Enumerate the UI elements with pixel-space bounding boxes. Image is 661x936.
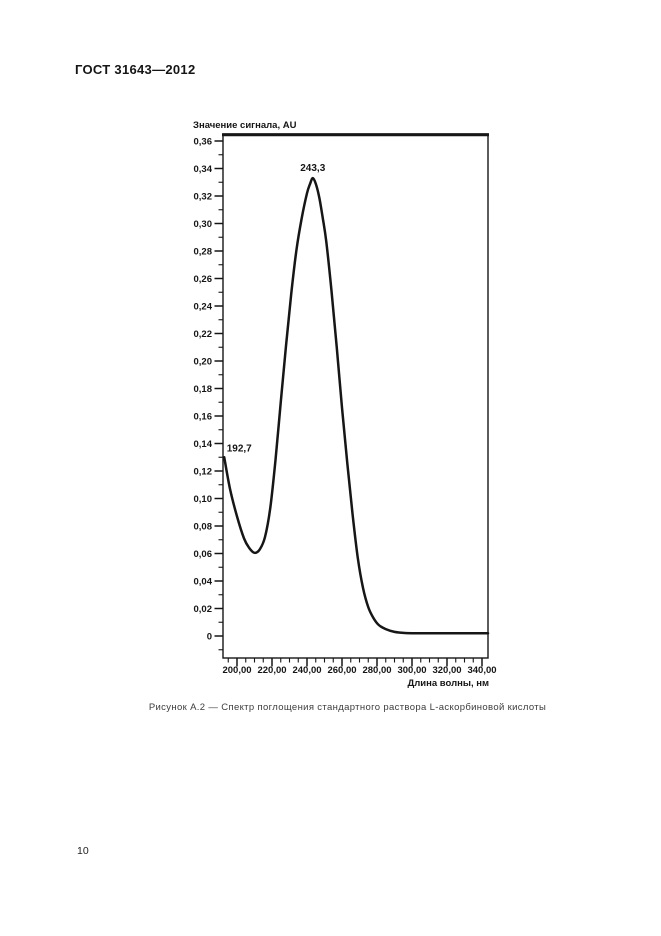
- x-tick-label: 220,00: [257, 665, 286, 676]
- y-tick-label: 0,08: [194, 521, 213, 532]
- y-tick-label: 0,18: [194, 384, 213, 395]
- y-tick-label: 0,10: [194, 494, 213, 505]
- x-tick-label: 260,00: [327, 665, 356, 676]
- y-tick-label: 0,20: [194, 356, 213, 367]
- y-tick-label: 0,04: [194, 576, 213, 587]
- document-header: ГОСТ 31643—2012: [75, 62, 196, 77]
- x-axis-title: Длина волны, нм: [407, 678, 489, 689]
- y-tick-label: 0,26: [194, 274, 213, 285]
- y-tick-label: 0,06: [194, 549, 213, 560]
- spectrum-curve: [222, 176, 490, 635]
- x-tick-label: 300,00: [397, 665, 426, 676]
- y-tick-label: 0,24: [194, 301, 213, 312]
- y-tick-label: 0,28: [194, 246, 213, 257]
- x-tick-label: 340,00: [467, 665, 496, 676]
- chart-title: Значение сигнала, AU: [193, 120, 297, 131]
- y-tick-label: 0,14: [194, 439, 213, 450]
- y-tick-label: 0,12: [194, 466, 213, 477]
- x-tick-label: 280,00: [362, 665, 391, 676]
- y-tick-label: 0,36: [194, 136, 213, 147]
- start-wavelength-annotation: 192,7: [227, 443, 252, 454]
- y-tick-label: 0: [207, 631, 212, 642]
- y-tick-label: 0,02: [194, 604, 213, 615]
- plot-border: [222, 133, 489, 659]
- y-tick-label: 0,32: [194, 191, 213, 202]
- x-tick-label: 200,00: [222, 665, 251, 676]
- x-tick-label: 240,00: [292, 665, 321, 676]
- y-tick-label: 0,22: [194, 329, 213, 340]
- y-tick-label: 0,30: [194, 219, 213, 230]
- peak-wavelength-annotation: 243,3: [300, 163, 325, 174]
- figure-caption: Рисунок А.2 — Спектр поглощения стандарт…: [148, 702, 547, 713]
- page-number: 10: [77, 845, 89, 857]
- x-tick-label: 320,00: [432, 665, 461, 676]
- y-tick-label: 0,16: [194, 411, 213, 422]
- y-tick-label: 0,34: [194, 164, 213, 175]
